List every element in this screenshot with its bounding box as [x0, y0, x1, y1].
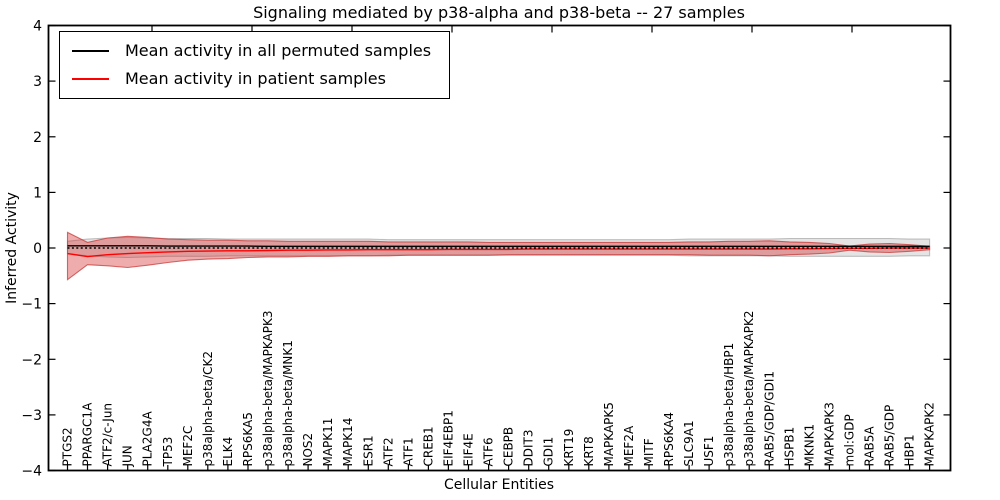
x-tick-label: mol:GDP	[843, 414, 857, 466]
x-tick-label: ATF6	[482, 437, 496, 466]
x-tick-label: MKNK1	[802, 424, 816, 467]
x-tick-label: CREB1	[421, 426, 435, 466]
legend: Mean activity in all permuted samples Me…	[59, 31, 451, 99]
y-tick-label: −3	[21, 408, 42, 424]
y-tick-label: 1	[33, 185, 42, 201]
x-tick-label: PTGS2	[61, 427, 75, 466]
x-tick-label: RAB5/GDP/GDI1	[762, 371, 776, 467]
x-tick-label: NOS2	[301, 433, 315, 467]
x-axis-label: Cellular Entities	[443, 477, 555, 493]
x-tick-label: ELK4	[221, 437, 235, 467]
x-tick-label: JUN	[121, 445, 135, 467]
chart-title: Signaling mediated by p38-alpha and p38-…	[253, 3, 745, 22]
y-tick-label: 4	[33, 19, 42, 35]
x-tick-label: MAPK14	[341, 418, 355, 467]
legend-label: Mean activity in patient samples	[125, 69, 386, 88]
series-line-patient	[67, 247, 930, 258]
x-tick-label: RPS6KA4	[662, 412, 676, 466]
x-tick-label: MAPKAPK3	[822, 402, 836, 466]
x-tick-label: MAPKAPK5	[602, 402, 616, 466]
x-tick-label: RAB5/GDP	[883, 405, 897, 467]
x-tick-label: KRT19	[562, 429, 576, 467]
x-tick-label: ESR1	[361, 435, 375, 466]
x-tick-label: p38alpha-beta/MNK1	[281, 340, 295, 466]
y-tick-label: −2	[21, 352, 42, 368]
y-tick-label: 0	[33, 241, 42, 257]
x-tick-label: HSPB1	[782, 427, 796, 467]
x-tick-label: p38alpha-beta/MAPKAPK2	[742, 311, 756, 467]
x-tick-label: MAPK11	[321, 418, 335, 467]
legend-line-swatch-permuted	[72, 50, 109, 52]
x-tick-label: MEF2C	[181, 426, 195, 467]
x-tick-label: EIF4E	[462, 433, 476, 466]
x-tick-label: p38alpha-beta/MAPKAPK3	[261, 311, 275, 467]
x-tick-label: PPARGC1A	[81, 402, 95, 467]
x-tick-label: HBP1	[903, 434, 917, 466]
x-tick-label: MITF	[642, 438, 656, 466]
x-tick-label: PLA2G4A	[141, 411, 155, 467]
y-tick-label: 3	[33, 74, 42, 90]
y-tick-label: −1	[21, 297, 42, 313]
legend-entry-patient: Mean activity in patient samples	[72, 65, 431, 93]
legend-line-swatch-patient	[72, 78, 109, 80]
x-tick-label: MEF2A	[622, 425, 636, 466]
legend-label: Mean activity in all permuted samples	[125, 41, 432, 60]
x-tick-label: RAB5A	[863, 426, 877, 467]
legend-entry-permuted: Mean activity in all permuted samples	[72, 37, 431, 65]
x-tick-label: GDI1	[542, 437, 556, 467]
x-tick-label: SLC9A1	[682, 420, 696, 466]
x-tick-label: TP53	[161, 437, 175, 468]
x-tick-label: ATF2	[381, 437, 395, 466]
y-tick-label: −4	[21, 464, 42, 480]
x-tick-label: KRT8	[582, 436, 596, 466]
confidence-band-patient	[66, 231, 931, 281]
x-tick-label: ATF1	[401, 437, 415, 466]
x-tick-label: USF1	[702, 436, 716, 467]
x-tick-label: DDIT3	[522, 430, 536, 467]
x-tick-label: p38alpha-beta/HBP1	[722, 343, 736, 467]
y-axis-label: Inferred Activity	[4, 192, 20, 304]
series-line-permuted	[67, 245, 930, 248]
x-tick-label: MAPKAPK2	[923, 402, 937, 466]
x-tick-label: RPS6KA5	[241, 412, 255, 466]
x-tick-label: EIF4EBP1	[441, 410, 455, 466]
x-tick-label: ATF2/c-Jun	[101, 403, 115, 467]
x-tick-label: p38alpha-beta/CK2	[201, 351, 215, 466]
x-tick-label: CEBPB	[502, 427, 516, 467]
y-tick-label: 2	[33, 130, 42, 146]
